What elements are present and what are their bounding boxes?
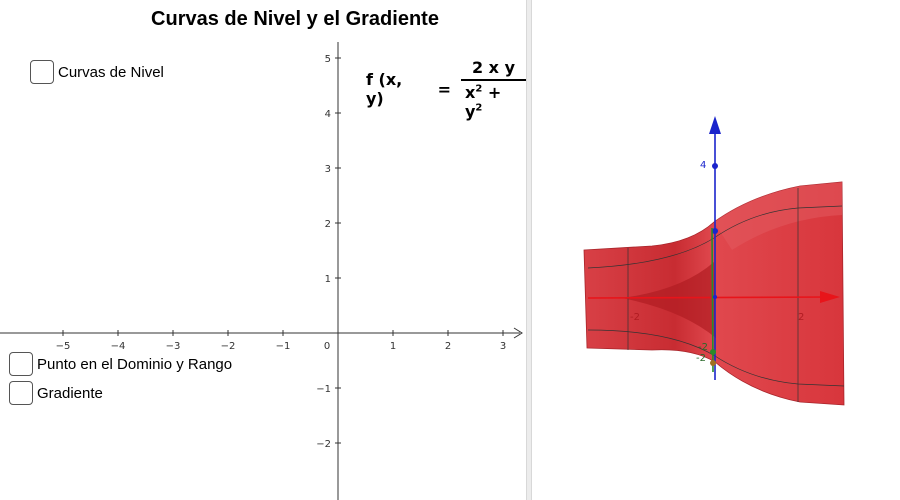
x-tick-label: −3 [166,341,181,352]
y-tick-label: −1 [316,384,331,395]
y-axis-3d [711,227,714,373]
y-tick-label: −2 [316,439,331,450]
y-tick-label: 2 [325,219,331,230]
y-axis-3d-point [710,360,716,366]
z-axis-3d-label: 4 [700,160,706,171]
gradient-checkbox[interactable] [9,381,33,405]
y-tick-label: 1 [325,274,331,285]
den-x: x [464,82,476,102]
x-tick-label: −1 [276,341,291,352]
den-y-exp: 2 [475,102,483,114]
x-tick-label: −5 [56,341,71,352]
origin-point-3d [713,295,717,299]
y-tick-label: 3 [325,164,331,175]
panel-divider[interactable] [526,0,532,500]
level-curves-checkbox[interactable] [30,60,54,84]
page-title: Curvas de Nivel y el Gradiente [151,8,439,30]
z-axis-3d-tick-point [712,163,718,169]
surface-cusp [622,262,716,338]
cartesian-axes: −5 −4 −3 −2 −1 0 1 2 3 5 4 3 2 1 −1 −2 [0,42,523,500]
surface-plot-3d: 2 -2 4 -2 -2 [583,116,845,406]
x-tick-label: −2 [221,341,236,352]
x-axis-3d-arrow [820,291,840,303]
formula-lhs: f (x, y) [366,70,403,109]
checkbox-row-domain-range[interactable]: Punto en el Dominio y Rango [9,352,232,376]
x-axis-arrow [513,327,523,339]
fraction-bar [460,79,526,81]
checkbox-row-gradient[interactable]: Gradiente [9,381,103,405]
x-tick-label: 3 [500,341,506,352]
y-axis-3d-point [710,349,716,355]
x-axis-3d [587,296,833,299]
function-formula: f (x, y) = 2 x y x2 + y2 [366,58,526,121]
gradient-label: Gradiente [37,384,103,402]
formula-denominator: x2 + y2 [461,81,526,121]
y-tick-label: 5 [325,54,331,65]
checkbox-row-level-curves[interactable]: Curvas de Nivel [30,60,164,84]
den-plus: + [487,82,502,102]
y-axis-3d-label-a: -2 [698,342,708,353]
x-tick-label: −4 [111,341,126,352]
den-x-exp: 2 [475,83,483,95]
domain-range-point-checkbox[interactable] [9,352,33,376]
y-axis-3d-label-b: -2 [696,353,706,364]
formula-fraction: 2 x y x2 + y2 [460,58,526,121]
graphics-view-3d[interactable]: 2 -2 4 -2 -2 [532,0,900,500]
formula-equals: = [437,79,451,99]
den-y: y [464,101,476,121]
level-curves-label: Curvas de Nivel [58,63,164,81]
z-axis-3d-point [712,228,718,234]
x-tick-label: 0 [324,341,330,352]
surface-grid-line [587,205,843,269]
y-tick-label: 4 [325,109,331,120]
x-axis-3d-label-neg: -2 [630,312,640,323]
graphics-view-2d[interactable]: −5 −4 −3 −2 −1 0 1 2 3 5 4 3 2 1 −1 −2 Curvas de Nivel… [0,0,526,500]
domain-range-point-label: Punto en el Dominio y Rango [37,355,233,373]
z-axis-3d-arrow [709,116,721,134]
x-tick-label: 1 [390,341,396,352]
x-axis-3d-label-pos: 2 [798,312,804,323]
x-tick-label: 2 [445,341,451,352]
formula-numerator: 2 x y [471,58,515,77]
surface-top-highlight [714,182,842,250]
